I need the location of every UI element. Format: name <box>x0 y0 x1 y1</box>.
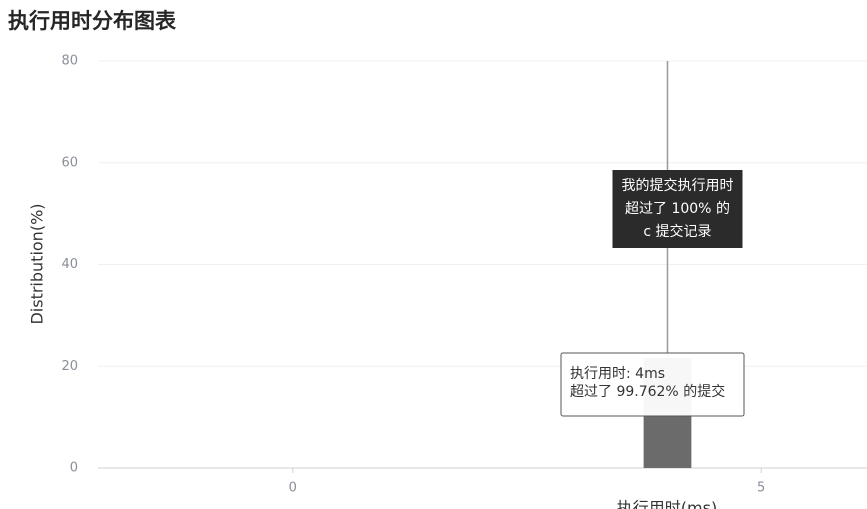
tooltip-text: 超过了 100% 的 <box>625 201 730 217</box>
x-tick-label: 0 <box>289 481 297 496</box>
x-axis-label: 执行用时(ms) <box>617 499 717 509</box>
tooltip-text: 超过了 99.762% 的提交 <box>570 383 725 400</box>
tooltip-text: c 提交记录 <box>643 223 711 240</box>
y-tick-label: 0 <box>70 461 78 476</box>
x-tick-label: 5 <box>757 481 765 496</box>
submission-tooltip <box>612 170 743 248</box>
y-tick-label: 40 <box>61 257 78 272</box>
y-tick-label: 60 <box>61 155 78 170</box>
y-tick-label: 20 <box>61 359 78 374</box>
y-tick-label: 80 <box>61 54 78 69</box>
hover-tooltip <box>560 352 745 417</box>
chart-title: 执行用时分布图表 <box>8 9 177 33</box>
tooltip-text: 我的提交执行用时 <box>621 177 733 194</box>
y-axis-label: Distribution(%) <box>28 203 47 324</box>
tooltip-text: 执行用时: 4ms <box>570 366 665 382</box>
